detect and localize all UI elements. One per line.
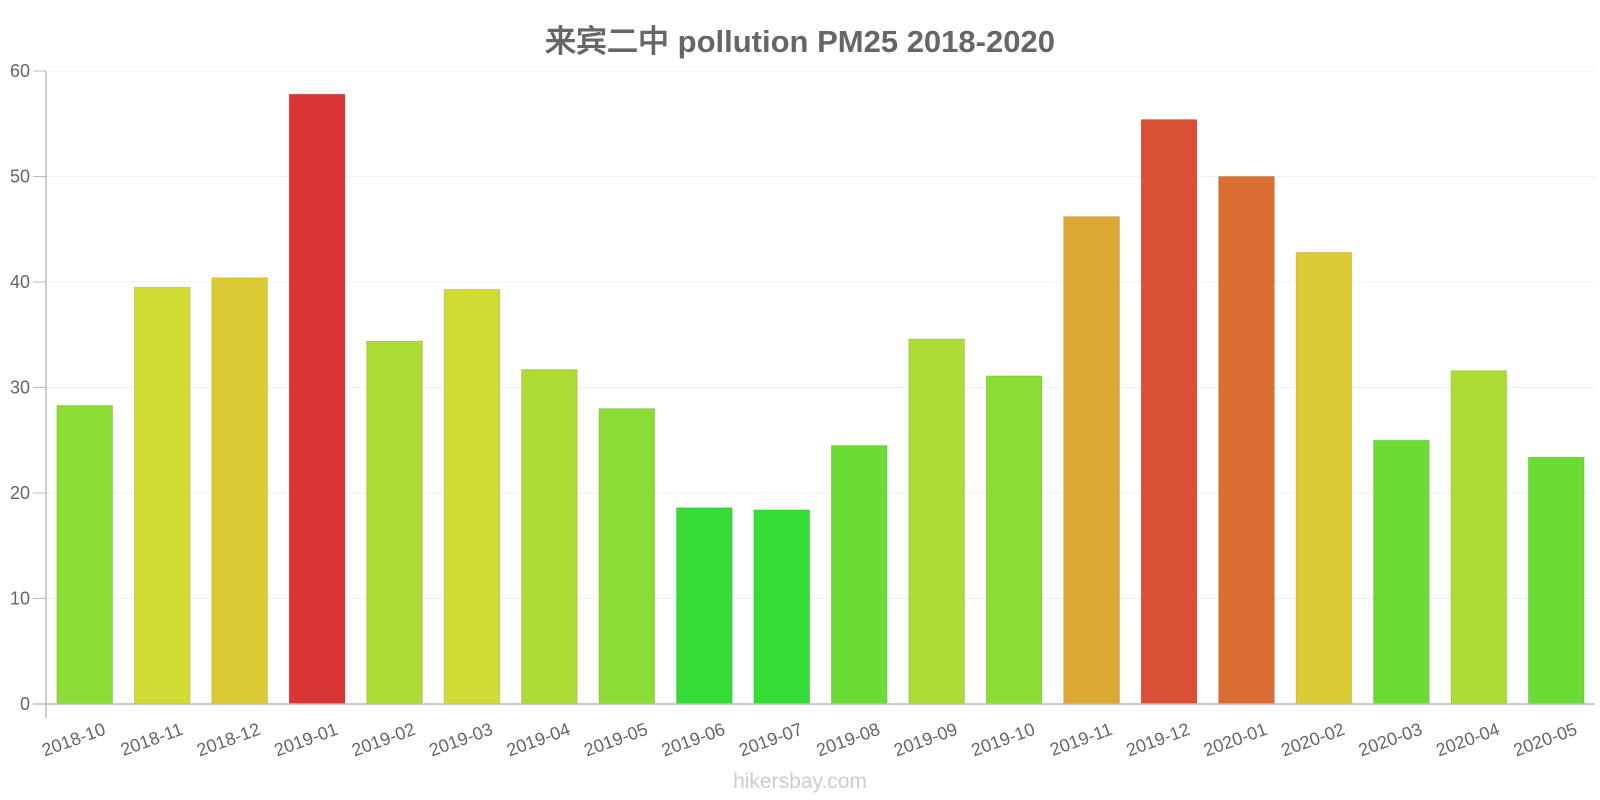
x-tick-label: 2019-11 <box>1047 719 1115 760</box>
x-tick-label: 2019-03 <box>426 719 495 760</box>
chart-title: 来宾二中 pollution PM25 2018-2020 <box>545 24 1055 59</box>
y-axis: 0 10 20 30 40 50 60 <box>10 61 47 718</box>
bar-2020-04[interactable] <box>1450 370 1508 705</box>
bar-2020-03[interactable] <box>1372 439 1430 705</box>
x-tick-label: 2019-12 <box>1123 719 1192 760</box>
bar-2018-10[interactable] <box>56 404 114 705</box>
y-tick-label: 20 <box>10 483 30 503</box>
x-tick-label: 2019-05 <box>581 719 650 760</box>
x-tick-label: 2020-03 <box>1356 719 1425 760</box>
y-tick-label: 50 <box>10 167 30 187</box>
x-tick-label: 2018-11 <box>118 719 186 760</box>
bar-2018-11[interactable] <box>133 286 191 705</box>
x-axis: 2018-10 2018-11 2018-12 2019-01 2019-02 2019-… <box>33 703 1595 760</box>
x-tick-label: 2019-10 <box>969 719 1038 760</box>
x-tick-label: 2018-10 <box>39 719 108 760</box>
y-tick-label: 30 <box>10 378 30 398</box>
x-tick-label: 2020-04 <box>1433 719 1502 760</box>
x-tick-label: 2019-01 <box>272 719 341 760</box>
x-tick-label: 2018-12 <box>194 719 263 760</box>
bar-2019-03[interactable] <box>443 288 501 705</box>
bar-2020-02[interactable] <box>1295 251 1353 705</box>
y-tick-label: 60 <box>10 61 30 81</box>
x-tick-label: 2019-08 <box>814 719 883 760</box>
bar-2020-01[interactable] <box>1218 176 1275 705</box>
bar-2019-11[interactable] <box>1063 216 1120 705</box>
bar-2019-05[interactable] <box>598 408 656 705</box>
bar-2019-06[interactable] <box>675 507 733 705</box>
x-tick-label: 2019-06 <box>659 719 728 760</box>
gridlines <box>46 70 1595 599</box>
watermark: hikersbay.com <box>733 770 867 793</box>
x-tick-label: 2020-05 <box>1511 719 1580 760</box>
bar-2019-01[interactable] <box>288 93 346 705</box>
x-tick-label: 2019-09 <box>891 719 960 760</box>
bar-2019-12[interactable] <box>1140 119 1198 705</box>
x-tick-label: 2020-01 <box>1201 719 1270 760</box>
y-tick-label: 40 <box>10 272 30 292</box>
bar-2019-08[interactable] <box>830 445 888 705</box>
bar-2018-12[interactable] <box>211 277 269 705</box>
bar-2019-07[interactable] <box>753 509 811 705</box>
x-tick-label: 2020-02 <box>1278 719 1347 760</box>
bar-2019-10[interactable] <box>985 375 1043 705</box>
bar-2020-05[interactable] <box>1527 456 1585 705</box>
bar-2019-09[interactable] <box>908 338 966 705</box>
bar-2019-02[interactable] <box>366 340 423 705</box>
y-tick-label: 0 <box>20 694 30 714</box>
bars <box>56 93 1585 705</box>
y-tick-label: 10 <box>10 589 30 609</box>
bar-2019-04[interactable] <box>521 369 578 705</box>
x-tick-label: 2019-02 <box>349 719 418 760</box>
x-tick-label: 2019-04 <box>504 719 573 760</box>
x-tick-label: 2019-07 <box>736 719 805 760</box>
